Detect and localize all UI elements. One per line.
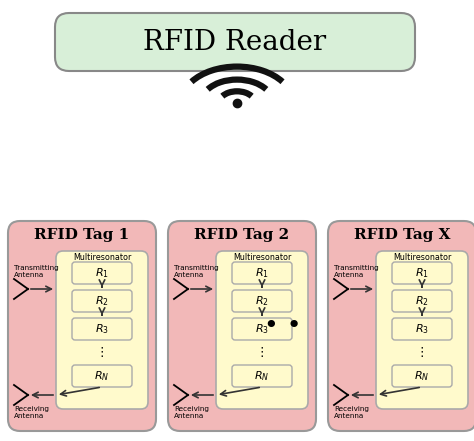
FancyBboxPatch shape <box>168 221 316 431</box>
Text: $R_2$: $R_2$ <box>415 294 429 308</box>
FancyBboxPatch shape <box>232 365 292 387</box>
FancyBboxPatch shape <box>328 221 474 431</box>
Text: $R_N$: $R_N$ <box>94 369 109 383</box>
Text: Receiving
Antenna: Receiving Antenna <box>334 406 369 419</box>
FancyBboxPatch shape <box>232 262 292 284</box>
Text: $R_1$: $R_1$ <box>415 266 429 280</box>
FancyBboxPatch shape <box>232 290 292 312</box>
FancyBboxPatch shape <box>72 290 132 312</box>
FancyBboxPatch shape <box>72 262 132 284</box>
Text: Transmitting
Antenna: Transmitting Antenna <box>14 265 59 278</box>
Text: $R_3$: $R_3$ <box>255 322 269 336</box>
Text: $R_1$: $R_1$ <box>255 266 269 280</box>
Text: $R_N$: $R_N$ <box>255 369 270 383</box>
Text: ⋮: ⋮ <box>96 346 108 359</box>
Text: Multiresonator: Multiresonator <box>73 254 131 262</box>
Text: RFID Tag X: RFID Tag X <box>354 228 450 242</box>
Text: Transmitting
Antenna: Transmitting Antenna <box>174 265 219 278</box>
Text: RFID Reader: RFID Reader <box>144 29 327 56</box>
Text: $R_N$: $R_N$ <box>414 369 429 383</box>
Text: ⋮: ⋮ <box>416 346 428 359</box>
FancyBboxPatch shape <box>232 318 292 340</box>
Text: $R_3$: $R_3$ <box>95 322 109 336</box>
FancyBboxPatch shape <box>55 13 415 71</box>
FancyBboxPatch shape <box>392 262 452 284</box>
Text: $R_2$: $R_2$ <box>255 294 269 308</box>
FancyBboxPatch shape <box>216 251 308 409</box>
Text: Multiresonator: Multiresonator <box>233 254 291 262</box>
Text: Transmitting
Antenna: Transmitting Antenna <box>334 265 379 278</box>
Text: • •: • • <box>264 314 302 338</box>
FancyBboxPatch shape <box>392 290 452 312</box>
FancyBboxPatch shape <box>392 365 452 387</box>
FancyBboxPatch shape <box>392 318 452 340</box>
Text: RFID Tag 1: RFID Tag 1 <box>35 228 129 242</box>
Text: $R_1$: $R_1$ <box>95 266 109 280</box>
Text: ⋮: ⋮ <box>256 346 268 359</box>
Text: Receiving
Antenna: Receiving Antenna <box>14 406 49 419</box>
FancyBboxPatch shape <box>376 251 468 409</box>
Text: Multiresonator: Multiresonator <box>393 254 451 262</box>
Text: $R_3$: $R_3$ <box>415 322 429 336</box>
FancyBboxPatch shape <box>72 318 132 340</box>
FancyBboxPatch shape <box>56 251 148 409</box>
Text: Receiving
Antenna: Receiving Antenna <box>174 406 209 419</box>
Text: $R_2$: $R_2$ <box>95 294 109 308</box>
FancyBboxPatch shape <box>8 221 156 431</box>
Text: RFID Tag 2: RFID Tag 2 <box>194 228 290 242</box>
FancyBboxPatch shape <box>72 365 132 387</box>
